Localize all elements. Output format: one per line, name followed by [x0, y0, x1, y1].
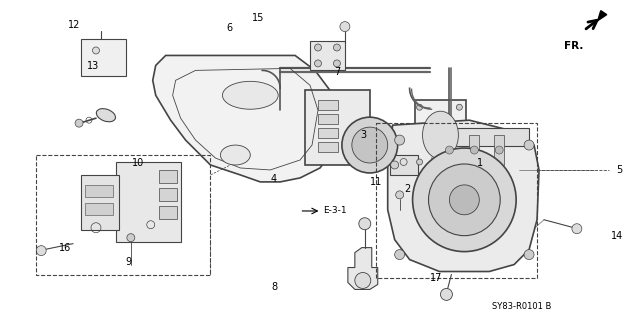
Polygon shape: [598, 11, 607, 20]
Text: 10: 10: [132, 158, 144, 168]
Bar: [310, 41, 345, 70]
Bar: [81, 175, 119, 230]
Bar: [445, 135, 454, 165]
Bar: [429, 128, 529, 146]
Bar: [305, 90, 369, 165]
Text: 17: 17: [429, 273, 442, 283]
Bar: [318, 100, 338, 110]
Circle shape: [315, 44, 322, 51]
Circle shape: [524, 250, 534, 260]
Circle shape: [495, 146, 503, 154]
Text: 7: 7: [334, 68, 341, 77]
Circle shape: [456, 104, 462, 110]
Ellipse shape: [220, 145, 250, 165]
Text: 11: 11: [369, 177, 382, 187]
Text: 4: 4: [271, 174, 277, 184]
Bar: [159, 170, 176, 183]
Circle shape: [390, 161, 399, 169]
Circle shape: [413, 148, 516, 252]
Text: FR.: FR.: [564, 41, 583, 51]
Circle shape: [470, 146, 478, 154]
Text: 1: 1: [477, 158, 483, 168]
Circle shape: [333, 44, 340, 51]
Circle shape: [342, 117, 397, 173]
Text: 16: 16: [59, 243, 71, 252]
Text: 14: 14: [610, 231, 623, 242]
Bar: [159, 188, 176, 201]
Bar: [390, 155, 418, 175]
Bar: [318, 114, 338, 124]
Ellipse shape: [96, 108, 115, 122]
Circle shape: [395, 135, 404, 145]
Text: 12: 12: [68, 20, 80, 29]
Text: 15: 15: [252, 13, 264, 23]
Text: 9: 9: [125, 257, 131, 267]
Text: E-3-1: E-3-1: [324, 206, 347, 215]
Circle shape: [36, 246, 47, 256]
Bar: [494, 135, 505, 165]
Bar: [85, 185, 113, 197]
Circle shape: [396, 191, 404, 199]
Text: 3: 3: [360, 130, 366, 140]
Circle shape: [572, 224, 582, 234]
Polygon shape: [348, 248, 378, 289]
Bar: [159, 206, 176, 219]
Circle shape: [440, 288, 452, 300]
Circle shape: [315, 60, 322, 67]
Circle shape: [359, 218, 371, 230]
Circle shape: [456, 159, 462, 165]
Text: 6: 6: [227, 23, 233, 33]
Circle shape: [524, 140, 534, 150]
Text: SY83-R0101 B: SY83-R0101 B: [492, 302, 551, 311]
Text: 13: 13: [87, 61, 99, 71]
Circle shape: [127, 234, 135, 242]
Circle shape: [450, 185, 479, 215]
Circle shape: [352, 127, 388, 163]
Polygon shape: [388, 120, 539, 271]
Circle shape: [75, 119, 83, 127]
Text: 2: 2: [404, 184, 410, 194]
Circle shape: [333, 60, 340, 67]
Circle shape: [445, 146, 454, 154]
Bar: [318, 128, 338, 138]
Ellipse shape: [222, 81, 278, 109]
Circle shape: [92, 47, 99, 54]
Bar: [116, 162, 181, 242]
Circle shape: [355, 273, 371, 288]
Polygon shape: [153, 55, 335, 182]
Ellipse shape: [422, 111, 459, 159]
Bar: [318, 142, 338, 152]
Text: 8: 8: [271, 283, 277, 292]
Bar: [36, 155, 210, 275]
Bar: [376, 123, 538, 278]
Circle shape: [417, 104, 422, 110]
Bar: [469, 135, 479, 165]
Circle shape: [417, 159, 422, 165]
Bar: [85, 203, 113, 215]
Circle shape: [340, 22, 350, 32]
Circle shape: [395, 250, 404, 260]
Bar: [81, 38, 126, 76]
Bar: [415, 100, 466, 170]
Text: 5: 5: [617, 164, 623, 174]
Circle shape: [429, 164, 500, 236]
